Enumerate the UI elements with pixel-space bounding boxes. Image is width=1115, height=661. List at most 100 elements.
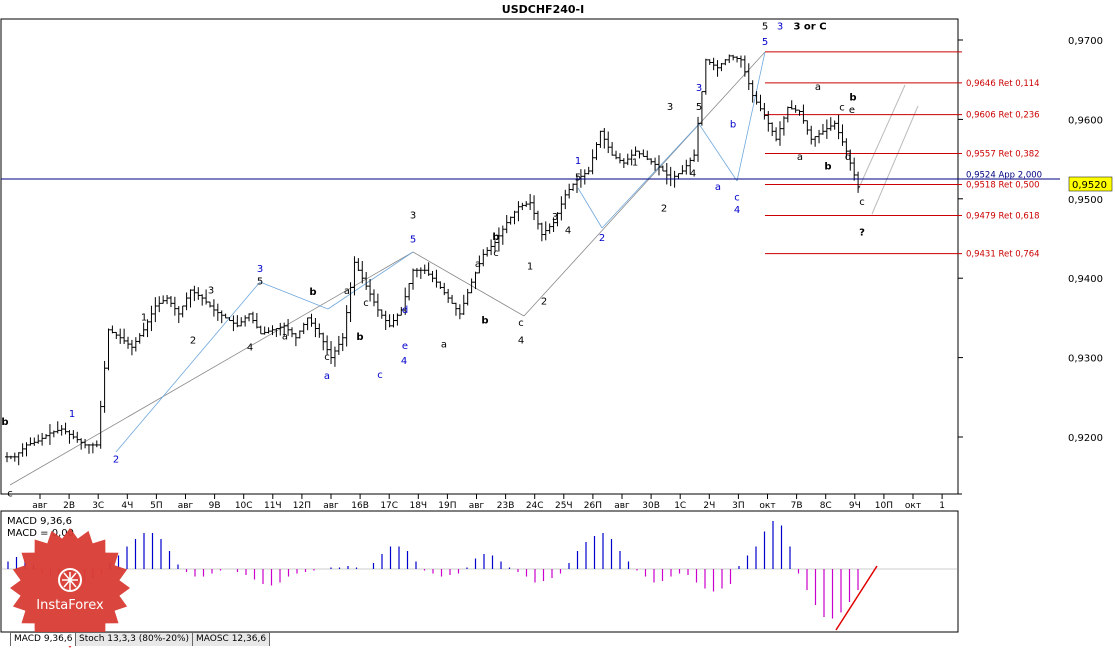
wave-label-black: 2 bbox=[190, 335, 196, 346]
wave-label-black: b bbox=[849, 92, 856, 103]
x-tick-label: 9В bbox=[209, 501, 221, 511]
wave-label-black: 1 bbox=[141, 312, 147, 323]
wave-label-black: c bbox=[7, 489, 13, 500]
wave-label-black: 2 bbox=[541, 296, 547, 307]
trend-line bbox=[412, 251, 525, 317]
wave-label-black: 4 bbox=[690, 169, 696, 180]
x-tick-label: окт bbox=[905, 501, 921, 511]
y-tick-label: 0,9200 bbox=[1068, 433, 1103, 444]
wave-label-blue: 4 bbox=[401, 356, 407, 367]
x-tick-label: 30В bbox=[642, 501, 660, 511]
wave-label-blue: 5 bbox=[762, 37, 768, 48]
wave-label-black: 4 bbox=[565, 226, 571, 237]
x-tick-label: 12П bbox=[293, 501, 311, 511]
last-price-label: 0,9520 bbox=[1072, 180, 1107, 191]
wave-label-blue: 3 bbox=[257, 264, 263, 275]
x-tick-label: 10С bbox=[235, 501, 253, 511]
trend-line bbox=[698, 123, 738, 182]
x-tick-label: 3С bbox=[92, 501, 104, 511]
tab-stoch[interactable]: Stoch 13,3,3 (80%-20%) bbox=[75, 632, 194, 646]
trend-line bbox=[9, 251, 414, 486]
tab-macd[interactable]: MACD 9,36,6 bbox=[10, 632, 77, 646]
wave-label-blue: 2 bbox=[599, 233, 605, 244]
projection-channel-line bbox=[857, 84, 906, 191]
x-tick-label: 11Ч bbox=[264, 501, 282, 511]
trend-line bbox=[601, 123, 700, 229]
wave-label-blue: 2 bbox=[113, 454, 119, 465]
wave-label-black: c bbox=[493, 248, 499, 259]
instaforex-brand: InstaForex bbox=[36, 598, 104, 613]
x-tick-label: 8С bbox=[820, 501, 832, 511]
trend-line bbox=[736, 51, 766, 182]
x-tick-label: 23В bbox=[497, 501, 515, 511]
instaforex-logo: InstaForex bbox=[10, 528, 130, 648]
wave-label-black: 1 bbox=[527, 261, 533, 272]
wave-label-blue: 1 bbox=[575, 156, 581, 167]
x-tick-label: 19П bbox=[438, 501, 456, 511]
fib-level-label: 0,9431 Ret 0,764 bbox=[966, 250, 1040, 260]
wave-label-black: a bbox=[344, 286, 350, 297]
wave-label-black: 5 bbox=[696, 102, 702, 113]
wave-label-black: 4 bbox=[518, 335, 524, 346]
wave-label-black: a bbox=[815, 82, 821, 93]
wave-label-black: ? bbox=[859, 227, 865, 238]
fib-level-label: 0,9646 Ret 0,114 bbox=[966, 79, 1040, 89]
wave-label-black: 4 bbox=[247, 342, 253, 353]
wave-label-black: 5 bbox=[257, 277, 263, 288]
wave-label-black: 1 bbox=[632, 157, 638, 168]
x-tick-label: 2Ч bbox=[703, 501, 715, 511]
x-tick-label: 25Ч bbox=[555, 501, 573, 511]
x-tick-label: 2В bbox=[63, 501, 75, 511]
wave-label-blue: 4 bbox=[734, 205, 740, 216]
fib-level-label: 0,9606 Ret 0,236 bbox=[966, 111, 1040, 121]
macd-histogram bbox=[1, 521, 958, 631]
x-tick-label: 1 bbox=[939, 501, 945, 511]
y-tick-label: 0,9500 bbox=[1068, 195, 1103, 206]
macd-legend-value: MACD = 0,00 bbox=[7, 528, 74, 539]
wave-label-black: b bbox=[1, 417, 8, 428]
x-tick-label: 9Ч bbox=[849, 501, 861, 511]
trend-line bbox=[577, 187, 603, 229]
wave-label-blue: c bbox=[377, 370, 383, 381]
x-tick-label: 7В bbox=[791, 501, 803, 511]
x-tick-label: 24С bbox=[526, 501, 544, 511]
y-tick-label: 0,9300 bbox=[1068, 354, 1103, 365]
y-tick-label: 0,9600 bbox=[1068, 115, 1103, 126]
macd-panel-frame bbox=[0, 510, 959, 633]
wave-label-black: b bbox=[492, 232, 499, 243]
projection-channel-line bbox=[871, 105, 919, 215]
last-price-badge bbox=[1068, 176, 1113, 192]
tab-maosc[interactable]: MAOSC 12,36,6 bbox=[192, 632, 271, 646]
x-tick-label: 4Ч bbox=[121, 501, 133, 511]
wave-label-blue: 3 bbox=[696, 83, 702, 94]
x-tick-label: 5П bbox=[150, 501, 163, 511]
wave-label-black: b bbox=[481, 315, 488, 326]
x-tick-label: 10П bbox=[875, 501, 893, 511]
wave-label-blue: d bbox=[402, 305, 408, 316]
x-tick-label: авг bbox=[32, 501, 48, 511]
macd-divergence-line bbox=[835, 565, 878, 631]
projection-label: 0,9524 App 2,000 bbox=[966, 171, 1042, 181]
wave-label-blue: a bbox=[324, 371, 330, 382]
wave-label-black: a bbox=[441, 339, 447, 350]
trend-line bbox=[259, 281, 329, 310]
wave-label-black: 2 bbox=[661, 204, 667, 215]
wave-label-black: c bbox=[324, 352, 330, 363]
wave-label-blue: a bbox=[715, 182, 721, 193]
wave-label-blue: c bbox=[734, 192, 740, 203]
chart-title: USDCHF240-I bbox=[502, 3, 584, 16]
x-tick-label: авг bbox=[469, 501, 485, 511]
wave-label-black: a bbox=[475, 259, 481, 270]
wave-label-black: 3 bbox=[410, 211, 416, 222]
wave-label-black: 3 bbox=[667, 102, 673, 113]
wave-label-black: 3 or C bbox=[793, 22, 826, 33]
wave-label-black: 3 bbox=[552, 212, 558, 223]
wave-label-black: c bbox=[518, 318, 524, 329]
x-tick-label: окт bbox=[759, 501, 775, 511]
price-bars bbox=[4, 54, 861, 466]
wave-label-black: 5 bbox=[762, 22, 768, 33]
wave-label-black: 3 bbox=[208, 285, 214, 296]
x-tick-label: 18Ч bbox=[409, 501, 427, 511]
fib-level-label: 0,9557 Ret 0,382 bbox=[966, 150, 1040, 160]
